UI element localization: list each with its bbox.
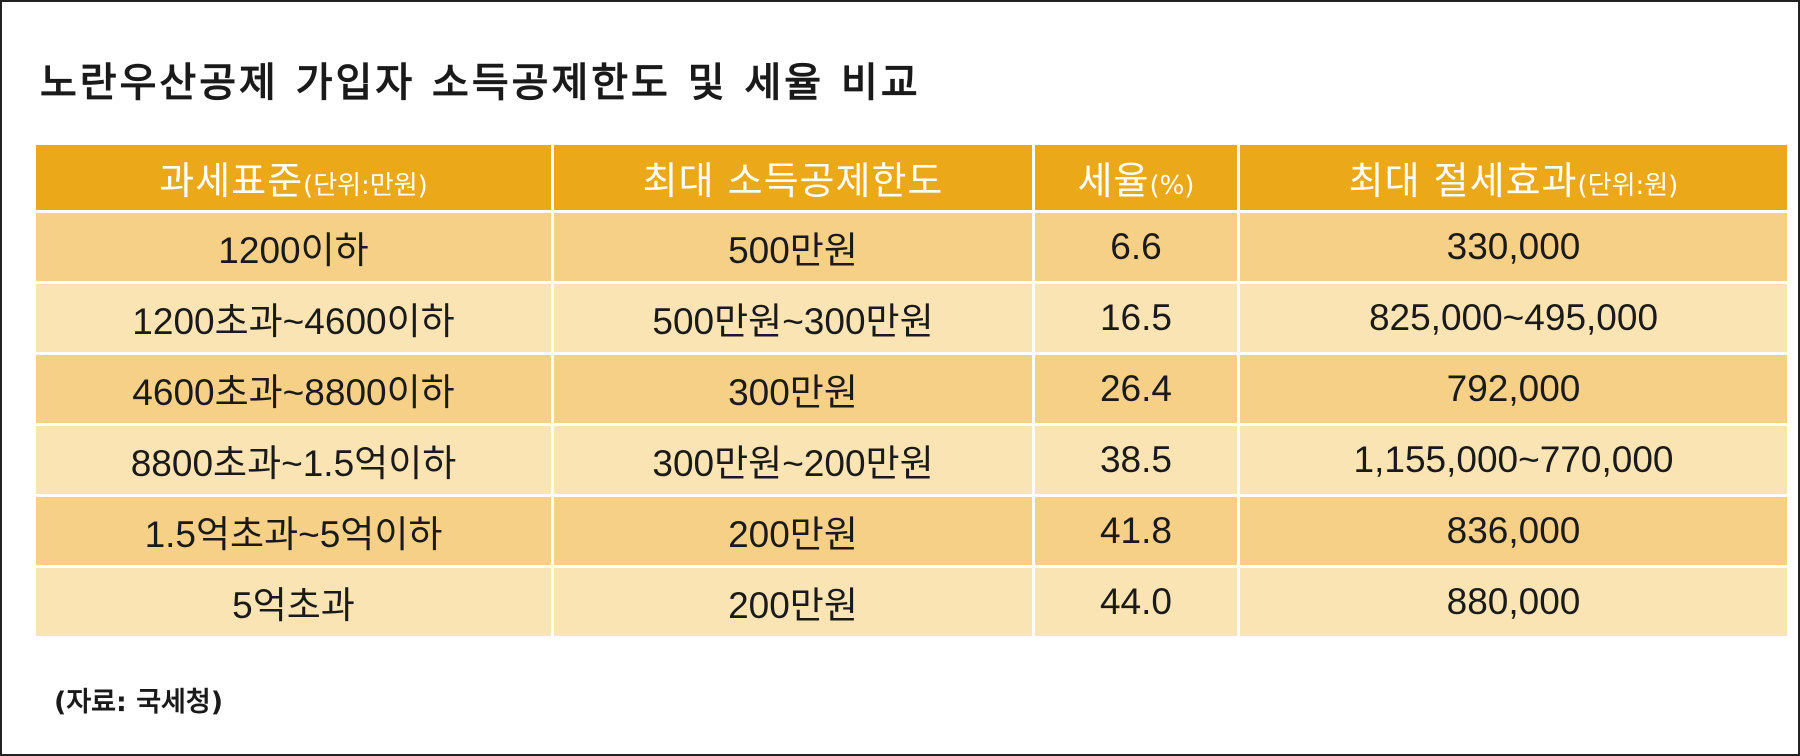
header-label: 최대 소득공제한도 xyxy=(642,159,944,203)
header-label: 세율 xyxy=(1077,159,1150,203)
header-unit: (%) xyxy=(1149,171,1195,201)
cell-max-saving: 825,000~495,000 xyxy=(1240,284,1787,352)
cell-max-deduction: 300만원 xyxy=(554,355,1032,423)
cell-tax-rate: 41.8 xyxy=(1035,497,1237,565)
tax-comparison-table: 과세표준(단위:만원) 최대 소득공제한도 세율(%) 최대 절세효과(단위:원… xyxy=(33,142,1790,639)
cell-tax-base: 1.5억초과~5억이하 xyxy=(36,497,551,565)
cell-tax-base: 5억초과 xyxy=(36,568,551,636)
cell-max-saving: 836,000 xyxy=(1240,497,1787,565)
cell-tax-rate: 26.4 xyxy=(1035,355,1237,423)
header-tax-rate: 세율(%) xyxy=(1035,145,1237,210)
header-max-deduction: 최대 소득공제한도 xyxy=(554,145,1032,210)
table-row: 1200이하 500만원 6.6 330,000 xyxy=(36,213,1787,281)
cell-tax-rate: 38.5 xyxy=(1035,426,1237,494)
cell-tax-rate: 6.6 xyxy=(1035,213,1237,281)
cell-tax-rate: 16.5 xyxy=(1035,284,1237,352)
cell-max-deduction: 500만원 xyxy=(554,213,1032,281)
cell-max-deduction: 200만원 xyxy=(554,568,1032,636)
cell-max-deduction: 500만원~300만원 xyxy=(554,284,1032,352)
cell-tax-base: 4600초과~8800이하 xyxy=(36,355,551,423)
cell-max-saving: 330,000 xyxy=(1240,213,1787,281)
table-row: 1.5억초과~5억이하 200만원 41.8 836,000 xyxy=(36,497,1787,565)
header-unit: (단위:만원) xyxy=(303,171,428,201)
cell-max-deduction: 200만원 xyxy=(554,497,1032,565)
source-note: (자료: 국세청) xyxy=(54,687,224,718)
header-label: 과세표준 xyxy=(159,159,304,203)
table-header-row: 과세표준(단위:만원) 최대 소득공제한도 세율(%) 최대 절세효과(단위:원… xyxy=(36,145,1787,210)
header-unit: (단위:원) xyxy=(1577,171,1679,201)
header-label: 최대 절세효과 xyxy=(1348,159,1578,203)
header-tax-base: 과세표준(단위:만원) xyxy=(36,145,551,210)
table-row: 5억초과 200만원 44.0 880,000 xyxy=(36,568,1787,636)
cell-max-saving: 1,155,000~770,000 xyxy=(1240,426,1787,494)
cell-tax-base: 8800초과~1.5억이하 xyxy=(36,426,551,494)
cell-max-deduction: 300만원~200만원 xyxy=(554,426,1032,494)
cell-tax-base: 1200초과~4600이하 xyxy=(36,284,551,352)
cell-tax-rate: 44.0 xyxy=(1035,568,1237,636)
cell-max-saving: 880,000 xyxy=(1240,568,1787,636)
table-row: 8800초과~1.5억이하 300만원~200만원 38.5 1,155,000… xyxy=(36,426,1787,494)
table-row: 1200초과~4600이하 500만원~300만원 16.5 825,000~4… xyxy=(36,284,1787,352)
header-max-saving: 최대 절세효과(단위:원) xyxy=(1240,145,1787,210)
cell-max-saving: 792,000 xyxy=(1240,355,1787,423)
table-row: 4600초과~8800이하 300만원 26.4 792,000 xyxy=(36,355,1787,423)
cell-tax-base: 1200이하 xyxy=(36,213,551,281)
page-title: 노란우산공제 가입자 소득공제한도 및 세율 비교 xyxy=(40,60,921,106)
